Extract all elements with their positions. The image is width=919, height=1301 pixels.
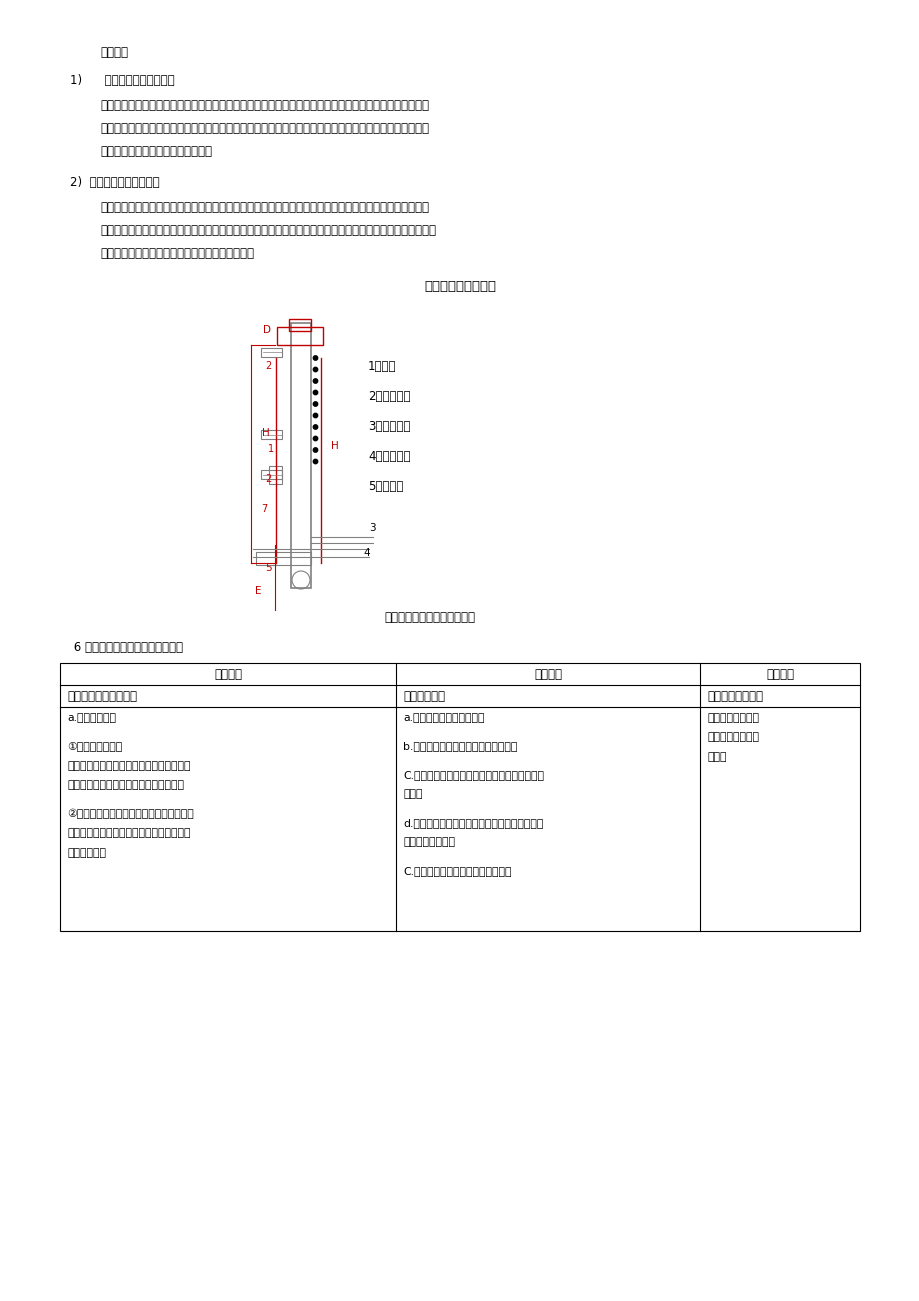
Circle shape: [313, 436, 317, 441]
Text: 解体检有云母片水位计: 解体检有云母片水位计: [67, 690, 137, 703]
Text: 示液位浮漂磁钢相互吸引，当表内浮子上上浮动时，带动液位指示浮漂在玻璃管内上下移动。因此，浮漂所: 示液位浮漂磁钢相互吸引，当表内浮子上上浮动时，带动液位指示浮漂在玻璃管内上下移动…: [100, 122, 428, 135]
Text: ②清理检查水位计各部件，铲去石棉纸板垫: ②清理检查水位计各部件，铲去石棉纸板垫: [67, 809, 194, 820]
Circle shape: [313, 459, 317, 463]
Text: 6 工艺方法、质量标准、注意事项: 6 工艺方法、质量标准、注意事项: [70, 641, 183, 654]
Text: 2、联接法兰: 2、联接法兰: [368, 390, 410, 403]
Text: 工艺方法: 工艺方法: [214, 667, 242, 680]
Bar: [255, 552, 311, 565]
Text: E: E: [255, 585, 261, 596]
Text: 5: 5: [265, 563, 271, 572]
Text: 磁浮式液位计图（顶部柱体结: 磁浮式液位计图（顶部柱体结: [384, 611, 475, 624]
Text: 盖螺栓，分开压板、压盖，取出云母片。: 盖螺栓，分开压板、压盖，取出云母片。: [67, 781, 184, 791]
Text: 3、下凸法兰: 3、下凸法兰: [368, 420, 410, 433]
Circle shape: [313, 402, 317, 406]
Bar: [261, 347, 282, 356]
Text: 显示器液位指示浮漂是由永久磁钢制作，外套红色外壳放在玻璃管内，由于磁场的作用使表内浮子磁钢与指: 显示器液位指示浮漂是由永久磁钢制作，外套红色外壳放在玻璃管内，由于磁场的作用使表…: [100, 99, 428, 112]
Circle shape: [313, 367, 317, 372]
Text: 过猛。: 过猛。: [706, 752, 726, 762]
Bar: [268, 466, 282, 484]
Text: 质量标准: 质量标准: [533, 667, 562, 680]
Text: C.阀门严密不漏水，开关活络，不卡涩，填料不: C.阀门严密不漏水，开关活络，不卡涩，填料不: [403, 770, 543, 781]
Circle shape: [313, 425, 317, 429]
Text: 由于磁场力的作用带动转子做半周旋转，上升时转子翻成绿色，下降时翻转成红色。因此，显示器转子红绿分: 由于磁场力的作用带动转子做半周旋转，上升时转子翻成绿色，下降时翻转成红色。因此，…: [100, 224, 436, 237]
Bar: [60, 664, 859, 932]
Text: 7: 7: [261, 503, 267, 514]
Text: 2: 2: [265, 474, 271, 484]
Text: 在位置就是容器内液体的真实位置。: 在位置就是容器内液体的真实位置。: [100, 144, 211, 157]
Text: 云母片水位计: 云母片水位计: [403, 690, 445, 703]
Text: 刺、翻边、腐蚀。: 刺、翻边、腐蚀。: [403, 838, 455, 847]
Text: 2)  磁浮翻板式工作原理：: 2) 磁浮翻板式工作原理：: [70, 176, 160, 189]
Text: b.云母片清洁，不模糊，碎裂、损坏。: b.云母片清洁，不模糊，碎裂、损坏。: [403, 742, 516, 752]
Text: 5、排污阀: 5、排污阀: [368, 480, 403, 493]
Text: a.水位计及压盖平面平整。: a.水位计及压盖平面平整。: [403, 713, 484, 723]
Circle shape: [313, 355, 317, 360]
Text: 液位显示器由若干转子组成，转子由红绿两种颜色材料结合而成，内藏永久磁钢，当表内浮子上下浮动时，: 液位显示器由若干转子组成，转子由红绿两种颜色材料结合而成，内藏永久磁钢，当表内浮…: [100, 200, 428, 213]
Text: a.云母片水位计: a.云母片水位计: [67, 713, 116, 723]
Text: 并换新，换上云母片、放入压盖，压板并旋: 并换新，换上云母片、放入压盖，压板并旋: [67, 829, 190, 839]
Text: 1)      磁浮跟踪式工作原理：: 1) 磁浮跟踪式工作原理：: [70, 74, 175, 87]
Text: 4、下凹法兰: 4、下凹法兰: [368, 450, 410, 463]
Text: 石英玻璃管上下中: 石英玻璃管上下中: [706, 690, 762, 703]
Text: C.上、下水位计玻璃管与接头同一中: C.上、下水位计玻璃管与接头同一中: [403, 866, 511, 876]
Bar: [261, 470, 282, 479]
Circle shape: [313, 448, 317, 453]
Text: 4: 4: [363, 548, 369, 558]
Text: 根紧力时用力不能: 根紧力时用力不能: [706, 732, 758, 743]
Text: 界线就是表内液体的实际液位，呈液绿气红状态。: 界线就是表内液体的实际液位，呈液绿气红状态。: [100, 247, 254, 260]
Text: 翻板式液位计结构图: 翻板式液位计结构图: [424, 280, 495, 293]
Text: 紧连接螺栓。: 紧连接螺栓。: [67, 848, 106, 857]
Text: 体法兰连接螺栓，或连接螺帽接头；拆开压: 体法兰连接螺栓，或连接螺帽接头；拆开压: [67, 761, 190, 771]
Text: 1、表体: 1、表体: [368, 360, 396, 373]
Text: 漏水。: 漏水。: [403, 790, 422, 800]
Text: d.接头、闵头和压盖螺栓平面平正，无吹痕、毛: d.接头、闵头和压盖螺栓平面平正，无吹痕、毛: [403, 818, 543, 827]
Text: 注意事项: 注意事项: [766, 667, 793, 680]
Circle shape: [313, 379, 317, 384]
Text: H: H: [331, 441, 338, 450]
Text: 理如下：: 理如下：: [100, 46, 128, 59]
Text: 1: 1: [267, 444, 274, 454]
Text: ①拆去水位计与壳: ①拆去水位计与壳: [67, 742, 122, 752]
Text: 2: 2: [265, 360, 271, 371]
Bar: [290, 323, 311, 588]
Text: 3: 3: [369, 523, 375, 533]
Bar: [261, 431, 282, 438]
Bar: [289, 319, 311, 330]
Text: 心要一致，调整盘: 心要一致，调整盘: [706, 713, 758, 723]
Bar: [277, 327, 323, 345]
Text: H: H: [262, 428, 269, 437]
Circle shape: [313, 390, 317, 394]
Circle shape: [313, 414, 317, 418]
Text: D: D: [263, 325, 271, 334]
